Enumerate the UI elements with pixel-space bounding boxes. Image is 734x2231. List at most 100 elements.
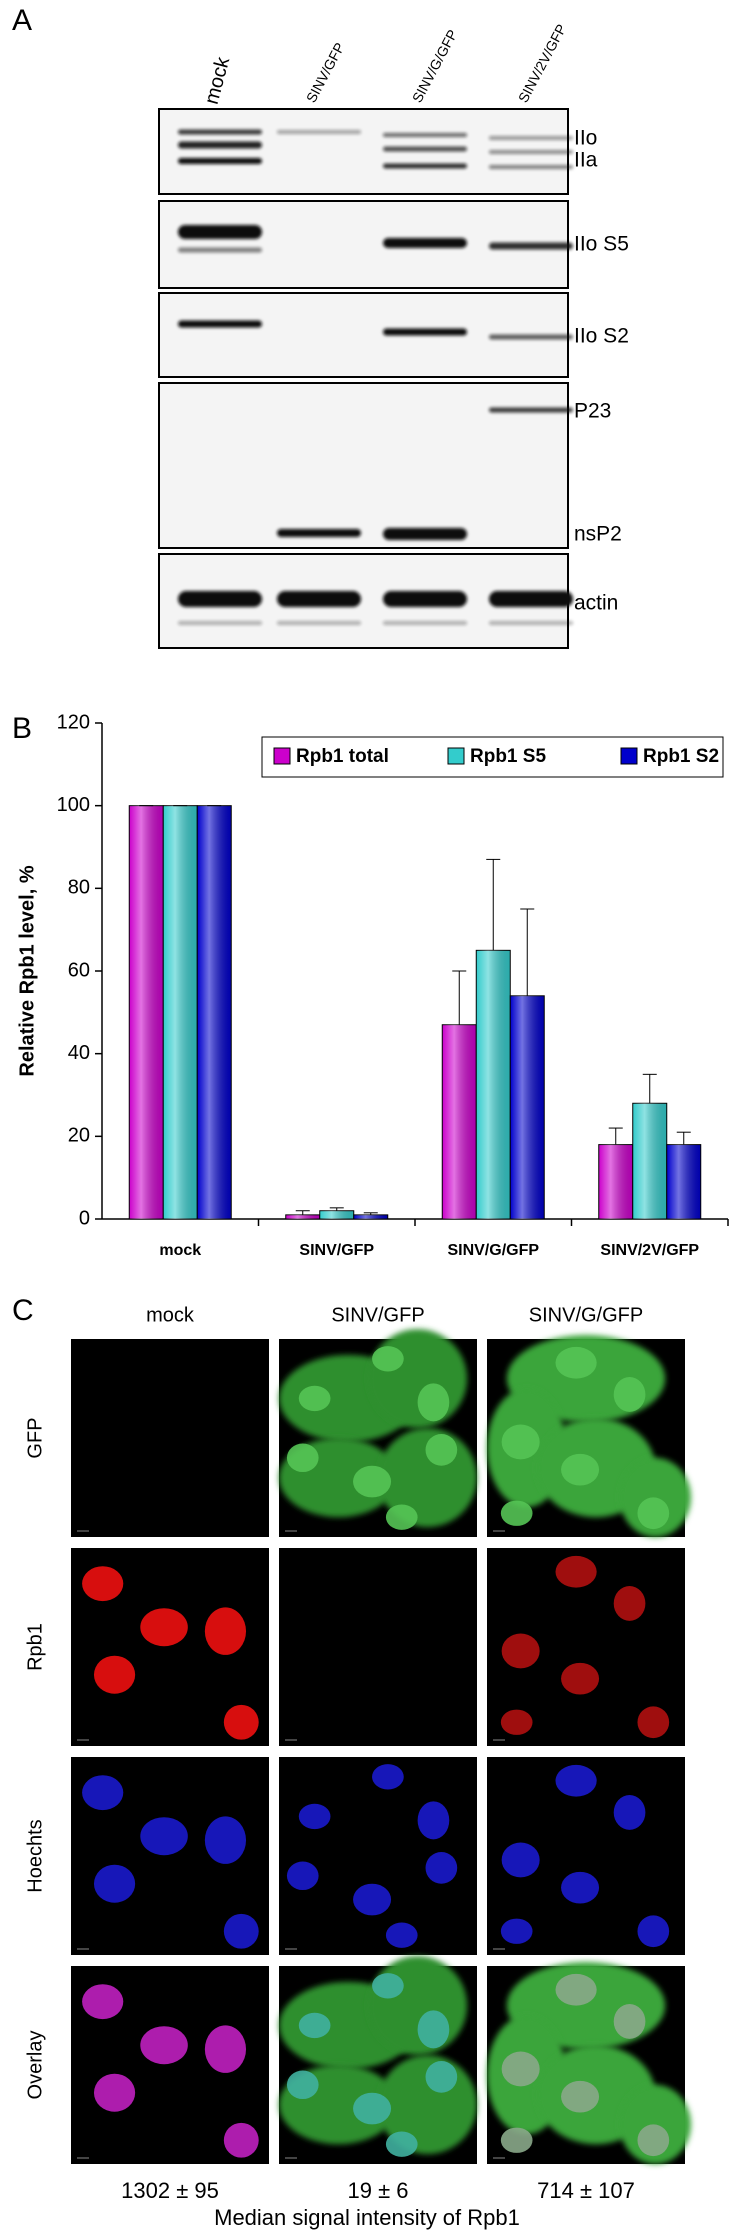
y-axis-title: Relative Rpb1 level, % — [16, 865, 38, 1076]
error-bar — [329, 1207, 344, 1211]
lane-label: SINV/G/GFP — [409, 27, 461, 105]
blot-band — [277, 130, 361, 134]
micrograph — [279, 1548, 477, 1746]
blot-band — [383, 528, 467, 540]
bar-shine — [197, 805, 232, 1219]
lane-label: SINV/GFP — [303, 40, 348, 105]
nucleus — [93, 1864, 136, 1903]
band-label: nsP2 — [574, 523, 622, 546]
bar-shine — [285, 1214, 320, 1219]
panel-label: B — [12, 712, 32, 745]
bar-shine — [442, 1024, 477, 1219]
y-tick-label: 80 — [68, 877, 90, 899]
row-label: Overlay — [24, 2031, 46, 2100]
band-label: IIo S2 — [574, 325, 629, 348]
nucleus — [425, 2061, 458, 2093]
y-tick-label: 120 — [57, 711, 90, 733]
intensity-value: 1302 ± 95 — [121, 2178, 219, 2203]
bar-shine — [476, 950, 511, 1219]
nucleus — [561, 2080, 600, 2113]
nucleus — [561, 1871, 600, 1904]
micrograph-bg — [279, 1548, 477, 1746]
nucleus — [204, 1816, 247, 1864]
nucleus — [501, 1424, 540, 1460]
error-bar — [363, 1212, 378, 1215]
error-bar — [642, 1073, 657, 1104]
blot-band — [489, 621, 573, 625]
micrograph — [486, 1335, 691, 1537]
lane-label: mock — [201, 54, 235, 107]
legend-label: Rpb1 S2 — [643, 746, 719, 767]
nucleus — [353, 1465, 392, 1498]
bar-shine — [598, 1144, 633, 1219]
nucleus — [561, 1662, 600, 1695]
y-tick-label: 100 — [57, 794, 90, 816]
blot-band — [277, 591, 361, 607]
nucleus — [555, 1346, 597, 1379]
nucleus — [82, 1984, 124, 2020]
blot-band — [489, 407, 573, 413]
nucleus — [372, 1973, 404, 1999]
blot-band — [489, 150, 573, 154]
error-bar — [486, 858, 501, 951]
cell-body — [619, 1457, 691, 1537]
nucleus — [286, 2070, 319, 2100]
nucleus — [286, 1861, 319, 1891]
nucleus — [500, 1918, 533, 1944]
blot-band — [383, 146, 467, 152]
nucleus — [82, 1566, 124, 1602]
error-bar — [295, 1210, 310, 1215]
nucleus — [637, 1706, 670, 1739]
bar-shine — [353, 1214, 388, 1219]
cell-body — [368, 1329, 468, 1429]
nucleus — [561, 1453, 600, 1486]
error-bar — [608, 1127, 623, 1145]
nucleus — [417, 2010, 450, 2049]
nucleus — [286, 1443, 319, 1473]
nucleus — [637, 1497, 670, 1530]
nucleus — [385, 1922, 418, 1948]
row-label: GFP — [24, 1417, 46, 1458]
nucleus — [82, 1775, 124, 1811]
nucleus — [501, 1633, 540, 1669]
nucleus — [385, 1504, 418, 1530]
nucleus — [425, 1852, 458, 1884]
blot-band — [383, 238, 467, 248]
nucleus — [501, 1842, 540, 1878]
blot-band — [178, 320, 262, 328]
row-label: Hoechts — [24, 1819, 46, 1892]
legend-box — [261, 736, 724, 778]
micrograph — [487, 1757, 685, 1955]
blot-band — [178, 621, 262, 625]
column-label: mock — [146, 1304, 195, 1326]
blot-band — [383, 133, 467, 137]
nucleus — [298, 1803, 331, 1830]
blot-band — [277, 621, 361, 625]
nucleus — [500, 2127, 533, 2153]
nucleus — [93, 1655, 136, 1694]
nucleus — [613, 2004, 646, 2039]
nucleus — [637, 1915, 670, 1948]
caption: Median signal intensity of Rpb1 — [214, 2205, 520, 2230]
error-bar — [452, 970, 467, 1025]
blot-band — [178, 247, 262, 253]
y-tick-label: 40 — [68, 1042, 90, 1064]
nucleus — [372, 1764, 404, 1790]
nucleus — [223, 1913, 259, 1949]
y-tick-label: 20 — [68, 1125, 90, 1147]
nucleus — [500, 1709, 533, 1735]
bar-shine — [319, 1210, 354, 1219]
nucleus — [555, 1555, 597, 1588]
nucleus — [417, 1801, 450, 1840]
nucleus — [385, 2131, 418, 2157]
legend-swatch — [273, 747, 291, 765]
micrograph — [71, 1966, 269, 2164]
nucleus — [425, 1434, 458, 1466]
micrograph — [279, 1757, 477, 1955]
micrograph — [71, 1757, 269, 1955]
nucleus — [637, 2124, 670, 2157]
nucleus — [223, 2122, 259, 2158]
blot-band — [178, 225, 262, 239]
intensity-value: 714 ± 107 — [537, 2178, 635, 2203]
nucleus — [555, 1764, 597, 1797]
